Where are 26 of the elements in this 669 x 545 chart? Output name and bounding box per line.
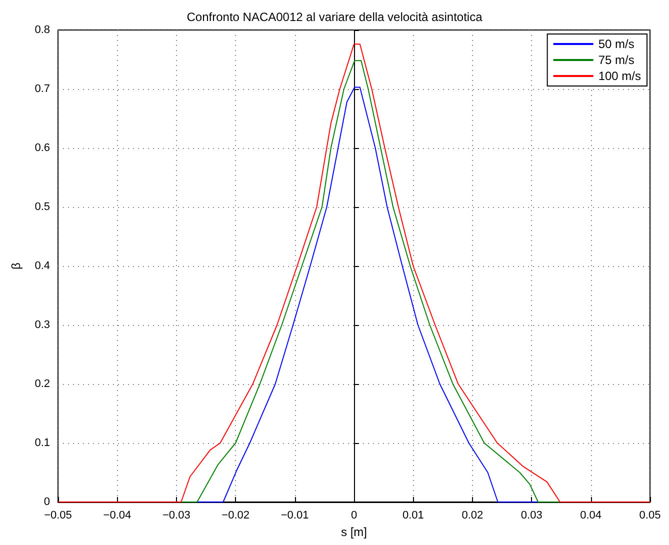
- x-tick-label: −0.02: [222, 510, 250, 522]
- legend-label: 50 m/s: [598, 37, 634, 51]
- y-tick-label: 0.3: [34, 319, 50, 331]
- x-tick-label: 0.05: [639, 510, 661, 522]
- y-tick-label: 0.8: [34, 24, 50, 36]
- y-tick-label: 0.4: [34, 260, 50, 272]
- x-tick-label: −0.03: [162, 510, 190, 522]
- x-tick-label: 0.04: [580, 510, 602, 522]
- x-tick-label: 0: [350, 510, 358, 522]
- y-tick-label: 0.1: [34, 437, 50, 449]
- x-tick-label: −0.05: [44, 510, 72, 522]
- y-tick-label: 0.5: [34, 201, 50, 213]
- x-axis-title: s [m]: [341, 524, 367, 539]
- x-tick-label: 0.03: [520, 510, 542, 522]
- x-tick-label: −0.04: [103, 510, 132, 522]
- x-tick-label: −0.01: [280, 510, 309, 522]
- y-tick-label: 0.2: [34, 378, 50, 390]
- x-tick-label: 0.02: [462, 510, 484, 522]
- legend-label: 100 m/s: [598, 69, 641, 83]
- y-tick-label: 0.7: [34, 83, 50, 95]
- legend-label: 75 m/s: [598, 53, 634, 67]
- y-tick-label: 0: [44, 496, 50, 508]
- y-tick-label: 0.6: [34, 142, 50, 154]
- y-axis-title: β: [9, 262, 23, 270]
- x-tick-label: 0.01: [402, 510, 424, 522]
- chart-title: Confronto NACA0012 al variare della velocità asintotica: [186, 10, 483, 24]
